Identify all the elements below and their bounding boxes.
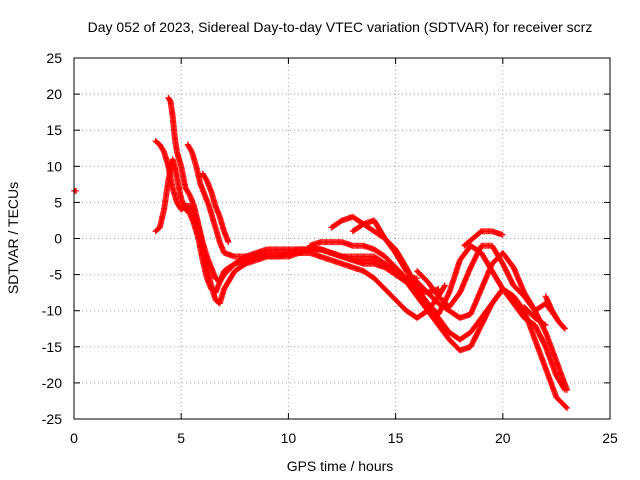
series-arc-14 (542, 293, 568, 332)
data-point (441, 283, 448, 290)
y-tick-label: -15 (42, 339, 62, 355)
y-tick-label: 20 (46, 86, 62, 102)
series-arc-13 (521, 304, 549, 329)
x-tick-label: 15 (388, 430, 404, 446)
x-tick-label: 10 (281, 430, 297, 446)
x-tick-label: 25 (602, 430, 618, 446)
data-point (541, 321, 548, 328)
x-axis-label: GPS time / hours (287, 458, 394, 474)
y-tick-label: 15 (46, 122, 62, 138)
x-tick-label: 5 (177, 430, 185, 446)
data-point (225, 239, 232, 246)
y-tick-label: 0 (54, 231, 62, 247)
tick-layer: 0 5 10 15 20 25 -25 -20 -15 -10 -5 0 5 10 15 20 25 (42, 50, 618, 446)
chart-title: Day 052 of 2023, Sidereal Day-to-day VTE… (88, 19, 593, 35)
data-layer (71, 94, 571, 412)
data-point (563, 404, 570, 411)
data-point (561, 324, 568, 331)
grid-layer (74, 58, 610, 419)
y-tick-label: -25 (42, 411, 62, 427)
series-arc-12 (461, 228, 506, 249)
y-tick-label: -10 (42, 303, 62, 319)
data-point (564, 387, 571, 394)
y-tick-label: 10 (46, 158, 62, 174)
x-tick-label: 0 (70, 430, 78, 446)
y-tick-label: -20 (42, 375, 62, 391)
y-tick-label: 25 (46, 50, 62, 66)
y-tick-label: 5 (54, 194, 62, 210)
data-point (435, 286, 442, 293)
data-point (499, 231, 506, 238)
data-point (441, 282, 448, 289)
series-arc-08 (306, 239, 568, 394)
y-axis-label: SDTVAR / TECUs (5, 182, 21, 294)
x-tick-label: 20 (495, 430, 511, 446)
series-arc-06 (199, 170, 232, 246)
data-point (542, 322, 549, 329)
data-point (564, 405, 571, 412)
y-tick-label: -5 (50, 267, 63, 283)
data-point (561, 325, 568, 332)
